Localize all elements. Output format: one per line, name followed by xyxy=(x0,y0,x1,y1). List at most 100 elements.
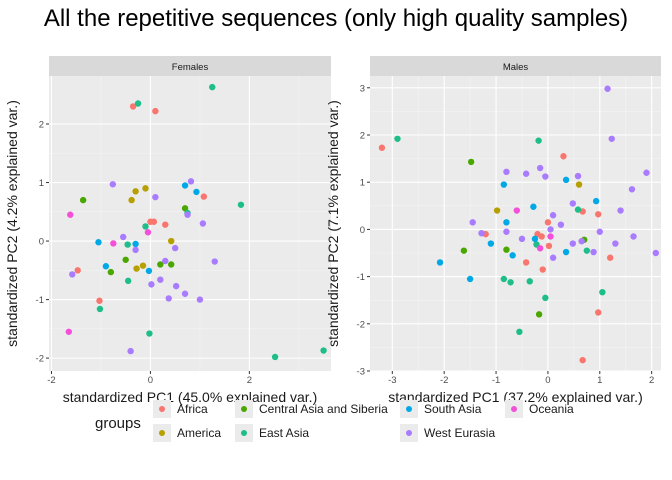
data-point xyxy=(132,188,139,195)
x-tick-label: -3 xyxy=(388,375,396,386)
data-point xyxy=(172,282,180,290)
data-point xyxy=(503,219,510,226)
legend-dot xyxy=(511,406,517,412)
data-point xyxy=(74,267,81,274)
y-tick-label: 1 xyxy=(39,178,44,189)
data-point xyxy=(157,276,164,283)
data-point xyxy=(466,275,474,283)
data-point xyxy=(193,188,200,196)
data-point xyxy=(531,235,539,243)
legend-key xyxy=(400,400,418,418)
data-point xyxy=(590,248,597,256)
x-axis-title: standardized PC1 (45.0% explained var.) xyxy=(63,389,317,405)
data-point xyxy=(478,229,485,237)
data-point xyxy=(500,181,508,188)
data-point xyxy=(562,176,570,184)
legend-label: America xyxy=(177,426,222,440)
data-point xyxy=(320,347,327,354)
data-point xyxy=(95,239,102,246)
data-point xyxy=(211,258,218,265)
data-point xyxy=(165,295,172,302)
data-point xyxy=(139,262,147,269)
data-point xyxy=(200,193,208,200)
data-point xyxy=(181,182,189,189)
legend-key xyxy=(235,424,253,442)
data-point xyxy=(196,296,204,303)
data-point xyxy=(132,240,139,248)
data-point xyxy=(467,158,475,166)
data-point xyxy=(595,211,602,218)
data-point xyxy=(503,246,510,253)
data-point xyxy=(509,252,516,259)
legend: groups Africa America Central Asia and S… xyxy=(95,400,655,446)
data-point xyxy=(469,219,476,226)
data-point xyxy=(652,249,660,257)
x-tick-label: 1 xyxy=(597,375,602,386)
data-point xyxy=(628,186,636,193)
data-point xyxy=(526,278,533,285)
data-point xyxy=(503,168,510,176)
data-point xyxy=(542,294,549,302)
data-point xyxy=(436,259,444,266)
data-point xyxy=(127,347,134,355)
data-point xyxy=(120,233,127,241)
legend-key xyxy=(153,424,171,442)
data-point xyxy=(612,240,619,247)
legend-title: groups xyxy=(95,415,141,432)
legend-label: Africa xyxy=(177,402,208,416)
data-point xyxy=(181,290,189,297)
data-point xyxy=(187,178,195,185)
legend-dot xyxy=(241,430,247,436)
data-point xyxy=(516,328,523,336)
chart-panels: Females -2 0 2 -2 -1 0 1 2 standardized PC1 (45.0… xyxy=(4,56,661,405)
data-point xyxy=(536,164,544,172)
data-point xyxy=(142,223,149,230)
data-point xyxy=(530,203,537,210)
panel-males: Males -3 -2 -1 0 1 2 -3 -2 -1 0 1 2 3 standardized PC1… xyxy=(325,56,661,405)
y-tick-label: -1 xyxy=(36,295,44,306)
data-point xyxy=(547,233,554,240)
facet-label: Males xyxy=(503,62,529,73)
data-point xyxy=(487,240,495,247)
data-point xyxy=(535,137,542,144)
x-tick-label: 0 xyxy=(545,375,550,386)
legend-key xyxy=(153,400,171,418)
x-tick-label: 0 xyxy=(148,375,153,386)
data-point xyxy=(596,228,603,235)
data-point xyxy=(583,247,591,254)
legend-item-africa: Africa xyxy=(153,400,208,418)
data-point xyxy=(69,271,76,278)
data-point xyxy=(604,85,611,92)
y-tick-label: -2 xyxy=(357,319,365,330)
legend-item-oceania: Oceania xyxy=(505,400,574,418)
y-tick-label: 0 xyxy=(360,225,365,236)
data-point xyxy=(128,196,135,204)
data-point xyxy=(271,353,279,361)
data-point xyxy=(162,221,169,228)
x-tick-label: -1 xyxy=(492,375,500,386)
data-point xyxy=(547,226,554,233)
data-point xyxy=(168,237,175,245)
y-tick-label: 3 xyxy=(360,83,365,94)
data-point xyxy=(574,172,582,180)
data-point xyxy=(110,240,117,247)
data-point xyxy=(394,135,401,142)
data-point xyxy=(574,206,582,213)
data-point xyxy=(157,261,164,268)
data-points xyxy=(378,85,660,364)
data-point xyxy=(575,181,583,188)
data-point xyxy=(500,275,508,283)
data-point xyxy=(145,267,153,275)
legend-label: East Asia xyxy=(259,426,310,440)
major-gridlines xyxy=(370,76,661,372)
data-point xyxy=(630,233,637,240)
y-tick-label: -3 xyxy=(357,367,365,378)
data-points xyxy=(65,83,327,361)
facet-strip xyxy=(49,56,331,76)
legend-label: South Asia xyxy=(424,402,482,416)
data-point xyxy=(67,211,74,218)
data-point xyxy=(535,311,543,318)
data-point xyxy=(96,305,104,313)
data-point xyxy=(549,254,557,261)
